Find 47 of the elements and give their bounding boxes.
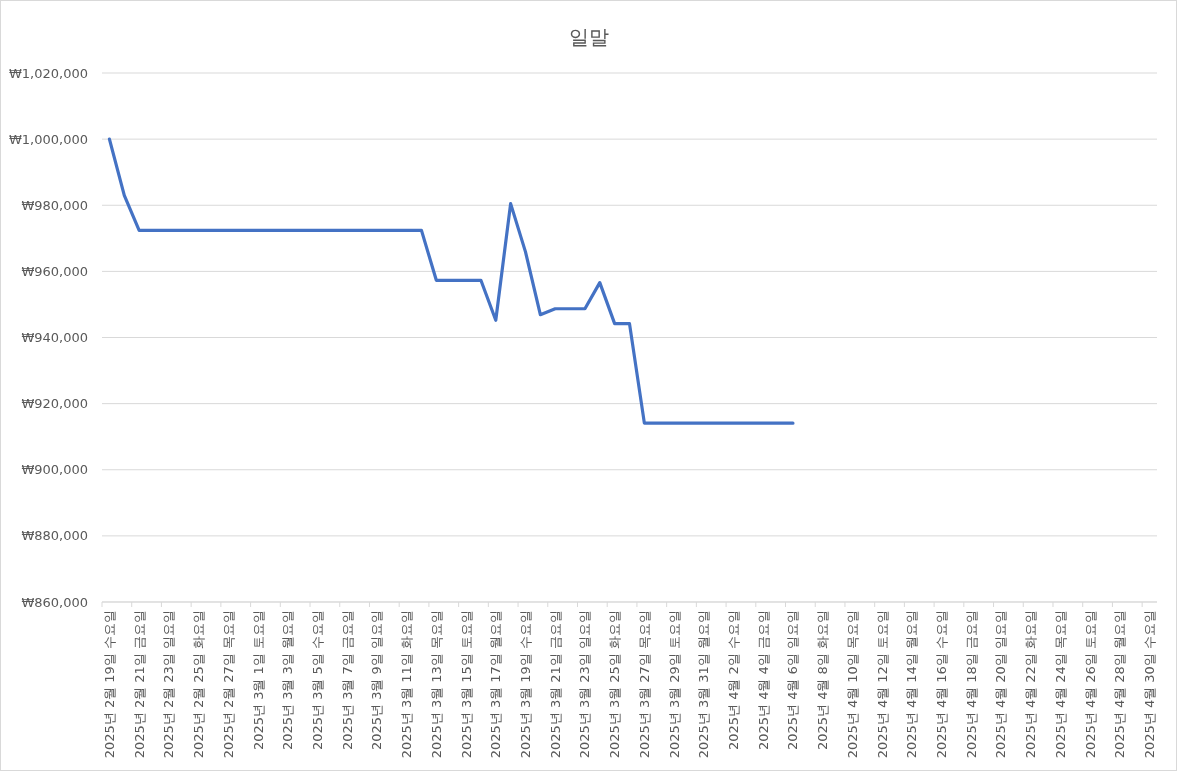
line-series <box>107 137 795 425</box>
x-tick-label: 2025년 3월 1일 토요일 <box>250 610 266 751</box>
x-tick-label: 2025년 4월 8일 화요일 <box>815 610 831 751</box>
x-tick-label: 2025년 4월 30일 수요일 <box>1142 610 1158 759</box>
y-tick-label: ₩920,000 <box>21 396 88 412</box>
x-tick-label: 2025년 3월 25일 화요일 <box>607 610 623 759</box>
x-tick-label: 2025년 3월 13일 목요일 <box>428 610 444 759</box>
x-tick-label: 2025년 4월 10일 목요일 <box>844 610 860 759</box>
x-tick-label: 2025년 3월 5일 수요일 <box>309 610 325 751</box>
y-tick-label: ₩860,000 <box>21 594 88 610</box>
x-tick-label: 2025년 4월 14일 월요일 <box>904 610 920 759</box>
x-tick-label: 2025년 4월 20일 일요일 <box>993 610 1009 759</box>
x-tick-label: 2025년 3월 23일 일요일 <box>577 610 593 759</box>
x-tick-label: 2025년 2월 23일 일요일 <box>161 610 177 759</box>
x-tick-label: 2025년 4월 6일 일요일 <box>785 610 801 751</box>
x-tick-label: 2025년 2월 19일 수요일 <box>101 610 117 759</box>
y-tick-label: ₩1,020,000 <box>8 65 88 81</box>
x-tick-label: 2025년 4월 22일 화요일 <box>1023 610 1039 759</box>
x-tick-label: 2025년 3월 7일 금요일 <box>339 610 355 751</box>
x-tick-label: 2025년 4월 16일 수요일 <box>934 610 950 759</box>
x-tick-label: 2025년 3월 11일 화요일 <box>399 610 415 759</box>
x-tick-label: 2025년 4월 26일 토요일 <box>1082 610 1098 759</box>
chart-title: 일말 <box>568 25 609 49</box>
x-tick-label: 2025년 3월 31일 월요일 <box>696 610 712 759</box>
x-tick-label: 2025년 3월 29일 토요일 <box>666 610 682 759</box>
x-tick-label: 2025년 3월 19일 수요일 <box>517 610 533 759</box>
y-tick-label: ₩960,000 <box>21 263 88 279</box>
x-tick-label: 2025년 3월 27일 목요일 <box>636 610 652 759</box>
x-tick-label: 2025년 3월 9일 일요일 <box>369 610 385 751</box>
x-tick-label: 2025년 4월 18일 금요일 <box>963 610 979 759</box>
x-tick-label: 2025년 2월 25일 화요일 <box>191 610 207 759</box>
x-tick-label: 2025년 2월 27일 목요일 <box>220 610 236 759</box>
x-tick-label: 2025년 3월 3일 월요일 <box>280 610 296 751</box>
y-tick-label: ₩900,000 <box>21 462 88 478</box>
x-tick-label: 2025년 4월 24일 목요일 <box>1052 610 1068 759</box>
x-tick-label: 2025년 2월 21일 금요일 <box>131 610 147 759</box>
x-tick-label: 2025년 4월 28일 월요일 <box>1112 610 1128 759</box>
x-tick-label: 2025년 4월 12일 토요일 <box>874 610 890 759</box>
y-tick-label: ₩940,000 <box>21 330 88 345</box>
x-tick-label: 2025년 4월 2일 수요일 <box>726 610 742 751</box>
y-tick-label: ₩980,000 <box>21 197 88 213</box>
x-tick-label: 2025년 4월 4일 금요일 <box>755 610 771 751</box>
y-tick-label: ₩880,000 <box>21 528 88 544</box>
x-tick-label: 2025년 3월 17일 월요일 <box>488 610 504 759</box>
x-tick-label: 2025년 3월 15일 토요일 <box>458 610 474 759</box>
y-tick-label: ₩1,000,000 <box>8 131 88 147</box>
x-tick-label: 2025년 3월 21일 금요일 <box>547 610 563 759</box>
